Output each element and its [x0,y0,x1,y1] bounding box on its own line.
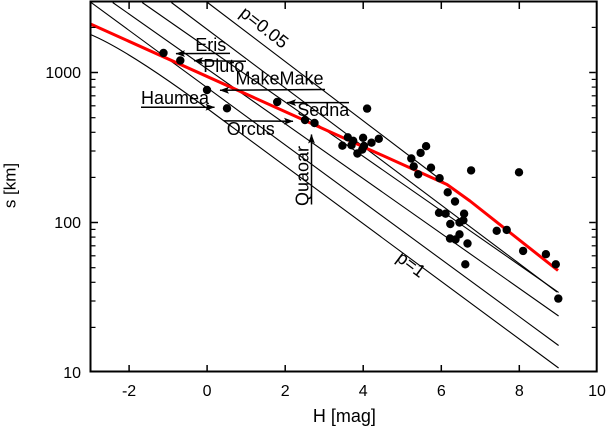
svg-text:100: 100 [54,215,81,232]
svg-text:-2: -2 [122,383,136,400]
svg-text:s [km]: s [km] [1,163,20,208]
svg-text:Orcus: Orcus [227,119,275,139]
svg-text:10: 10 [63,365,81,382]
svg-text:H [mag]: H [mag] [313,406,376,426]
svg-text:Eris: Eris [195,35,226,55]
svg-text:Quaoar: Quaoar [293,146,313,206]
svg-text:MakeMake: MakeMake [235,69,323,89]
svg-text:0: 0 [203,383,212,400]
svg-text:6: 6 [437,383,446,400]
svg-text:8: 8 [515,383,524,400]
svg-text:Haumea: Haumea [141,88,210,108]
svg-text:10: 10 [588,383,606,400]
svg-text:2: 2 [281,383,290,400]
svg-text:4: 4 [359,383,368,400]
svg-text:1000: 1000 [45,65,81,82]
svg-text:Sedna: Sedna [297,100,350,120]
